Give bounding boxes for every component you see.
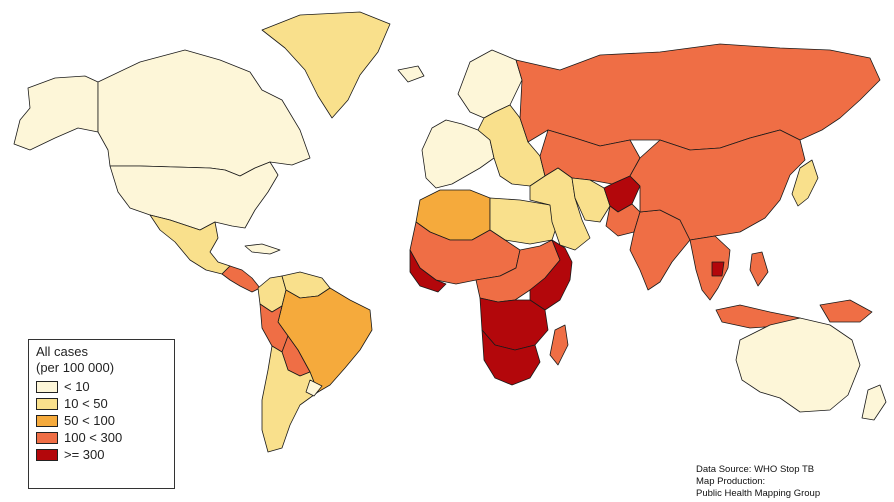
- region-russia: [515, 43, 881, 151]
- legend-list: < 10 10 < 50 50 < 100 100 < 300 >= 300: [36, 378, 168, 463]
- map-legend: All cases (per 100 000) < 10 10 < 50 50 …: [28, 339, 175, 489]
- data-source-text: Data Source: WHO Stop TB: [696, 464, 815, 475]
- region-cuba: [244, 243, 281, 255]
- region-middle-east: [529, 167, 591, 251]
- legend-item: 10 < 50: [36, 395, 168, 412]
- legend-swatch: [36, 448, 58, 461]
- legend-title: All cases: [36, 344, 89, 359]
- region-madagascar: [549, 324, 569, 366]
- legend-label: >= 300: [64, 447, 105, 462]
- region-uruguay: [305, 379, 323, 397]
- region-new-zealand: [861, 384, 887, 421]
- region-united-states: [109, 161, 279, 231]
- legend-swatch: [36, 397, 58, 410]
- region-alaska: [13, 75, 99, 151]
- region-southern-africa: [481, 329, 541, 386]
- region-philippines: [749, 251, 769, 287]
- region-mexico: [149, 214, 231, 275]
- legend-item: 50 < 100: [36, 412, 168, 429]
- region-greenland: [261, 11, 391, 119]
- region-iran: [571, 177, 611, 223]
- map-production-text: Public Health Mapping Group: [696, 488, 821, 499]
- legend-swatch: [36, 431, 58, 444]
- legend-swatch: [36, 414, 58, 427]
- region-scandinavia: [457, 49, 523, 119]
- legend-label: < 10: [64, 379, 90, 394]
- legend-label: 10 < 50: [64, 396, 108, 411]
- region-canada: [97, 49, 311, 177]
- legend-item: < 10: [36, 378, 168, 395]
- region-southeast-asia: [689, 235, 731, 301]
- region-chile-argentina: [261, 345, 319, 453]
- legend-item: 100 < 300: [36, 429, 168, 446]
- region-papua-new-guinea: [819, 299, 873, 323]
- region-central-america: [221, 265, 261, 293]
- legend-item: >= 300: [36, 446, 168, 463]
- legend-subtitle: (per 100 000): [36, 360, 115, 375]
- legend-swatch: [36, 380, 58, 393]
- map-production-label: Map Production:: [696, 476, 766, 487]
- region-china-mongolia: [629, 129, 806, 241]
- region-australia: [735, 317, 861, 413]
- region-iceland: [397, 65, 425, 83]
- legend-label: 100 < 300: [64, 430, 123, 445]
- region-japan: [791, 159, 819, 207]
- map-credits: Data Source: WHO Stop TB Map Production:…: [696, 464, 886, 500]
- region-cambodia: [711, 261, 725, 277]
- legend-label: 50 < 100: [64, 413, 115, 428]
- region-west-africa-high: [409, 249, 447, 293]
